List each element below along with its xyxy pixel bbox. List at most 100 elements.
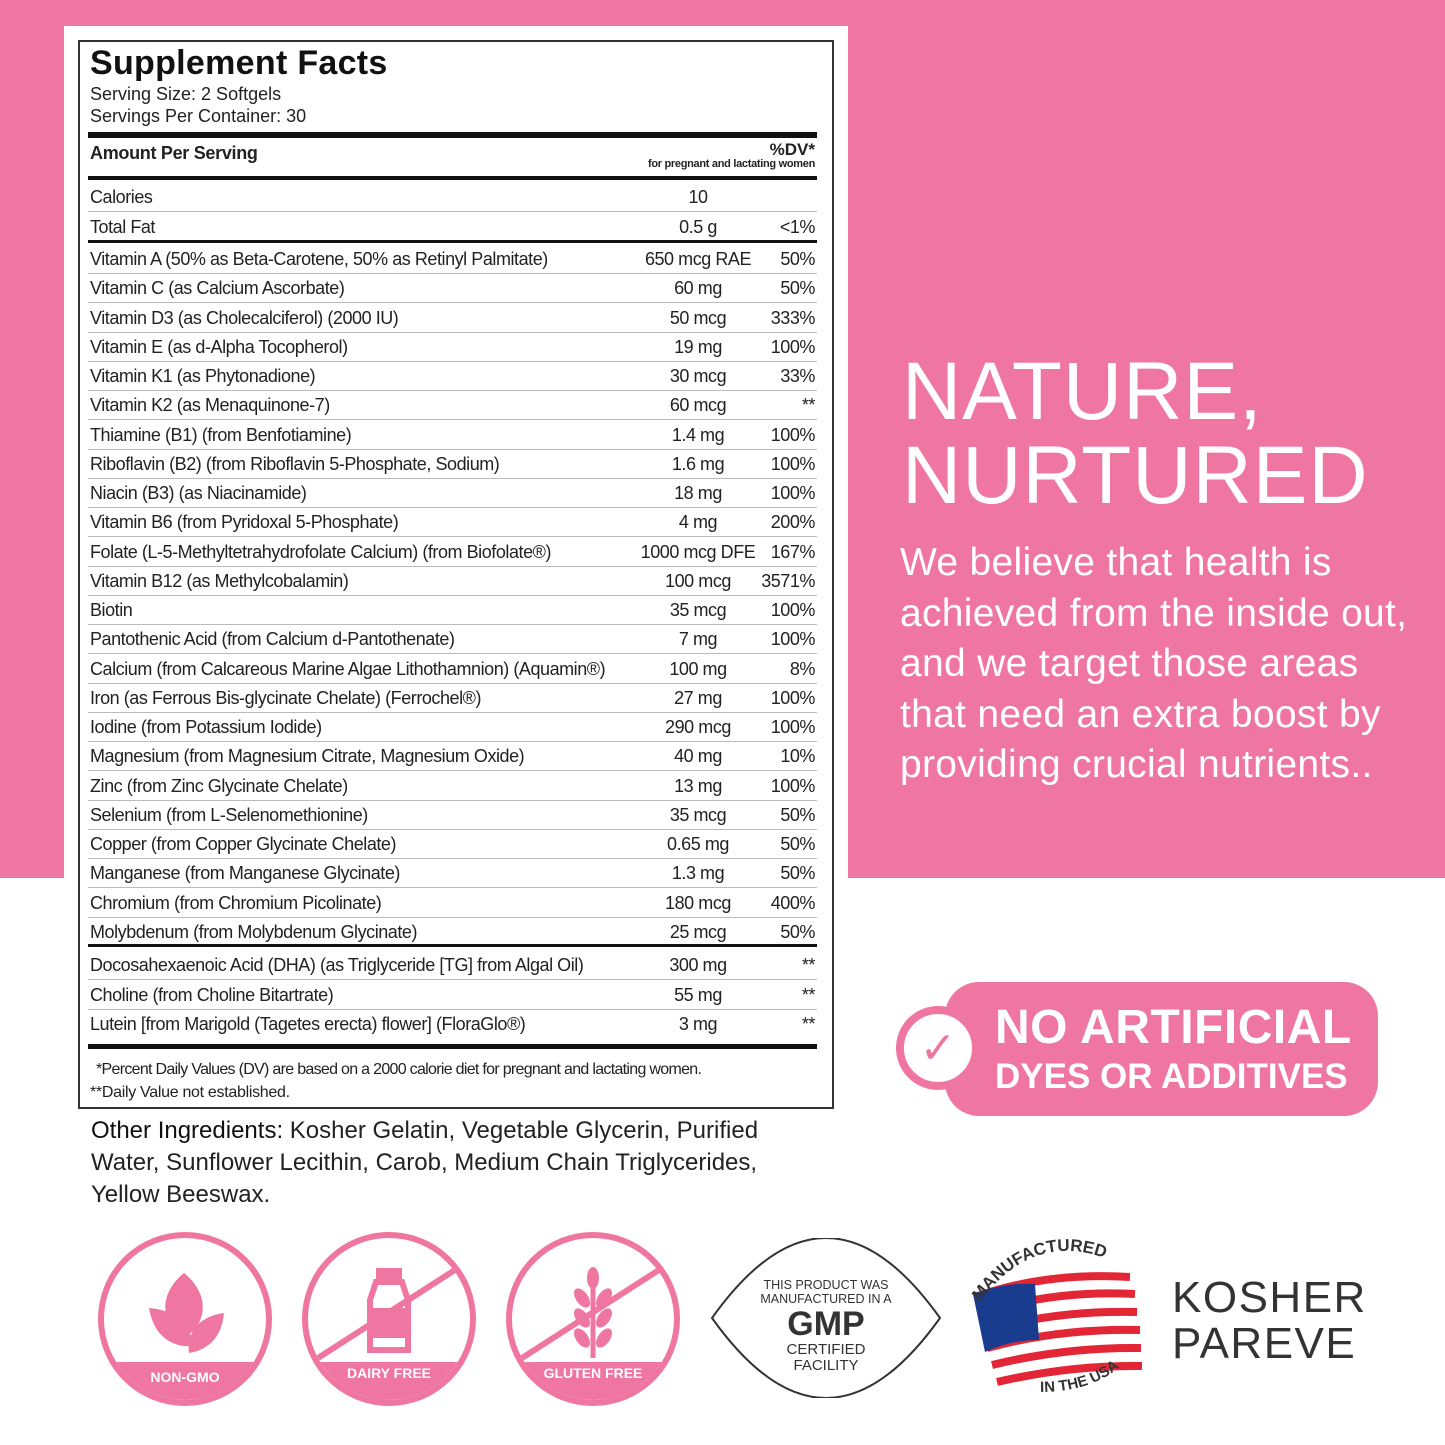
nutrient-row: Calories 10 bbox=[88, 183, 817, 212]
divider bbox=[88, 1044, 817, 1049]
label-card bbox=[64, 26, 848, 1226]
nutrient-dv: 100% bbox=[770, 629, 816, 650]
nutrient-dv: 100% bbox=[770, 336, 816, 357]
divider bbox=[88, 1009, 817, 1010]
nutrient-name: Vitamin C (as Calcium Ascorbate) bbox=[90, 278, 345, 299]
nutrient-row: Choline (from Choline Bitartrate) 55 mg ** bbox=[88, 981, 817, 1010]
nutrient-row: Vitamin K1 (as Phytonadione) 30 mcg 33% bbox=[88, 362, 817, 391]
nutrient-amount: 18 mg bbox=[674, 483, 722, 504]
divider bbox=[88, 770, 817, 771]
non-gmo-seal: NON-GMO bbox=[98, 1232, 272, 1406]
nutrient-name: Calcium (from Calcareous Marine Algae Li… bbox=[90, 658, 606, 679]
divider bbox=[88, 478, 817, 479]
divider bbox=[88, 944, 817, 947]
nutrient-name: Vitamin D3 (as Cholecalciferol) (2000 IU… bbox=[90, 307, 399, 328]
wheat-icon bbox=[520, 1265, 664, 1361]
divider bbox=[88, 449, 817, 450]
headline: NATURE, NURTURED bbox=[902, 350, 1369, 518]
nutrient-dv: 100% bbox=[770, 687, 816, 708]
nutrient-amount: 7 mg bbox=[678, 629, 718, 650]
divider bbox=[88, 536, 817, 537]
nutrient-row: Lutein [from Marigold (Tagetes erecta) f… bbox=[88, 1010, 817, 1039]
nutrient-name: Biotin bbox=[90, 600, 133, 621]
dv-subheader: for pregnant and lactating women bbox=[647, 158, 815, 170]
other-ingredients-label: Other Ingredients: bbox=[91, 1117, 284, 1144]
nutrient-name: Selenium (from L-Selenomethionine) bbox=[90, 804, 368, 825]
divider bbox=[88, 887, 817, 888]
nutrient-amount: 300 mg bbox=[669, 955, 727, 975]
nutrient-amount: 30 mcg bbox=[669, 366, 727, 387]
amount-header: Amount Per Serving bbox=[90, 143, 258, 163]
nutrient-dv: 50% bbox=[780, 834, 815, 855]
nutrient-row: Zinc (from Zinc Glycinate Chelate) 13 mg 1… bbox=[88, 772, 817, 801]
divider bbox=[88, 683, 817, 684]
nutrient-row: Copper (from Copper Glycinate Chelate) 0.… bbox=[88, 830, 817, 859]
nutrient-amount: 55 mg bbox=[674, 984, 722, 1005]
serving-size: Serving Size: 2 Softgels bbox=[90, 84, 282, 104]
nutrient-dv: ** bbox=[801, 1014, 816, 1034]
nutrient-dv: 50% bbox=[780, 863, 815, 884]
nutrient-amount: 19 mg bbox=[674, 336, 722, 357]
nutrient-name: Vitamin A (50% as Beta-Carotene, 50% as … bbox=[90, 249, 548, 269]
nutrient-amount: 0.65 mg bbox=[667, 834, 729, 855]
gmp-text: FACILITY bbox=[793, 1357, 859, 1374]
nutrient-name: Total Fat bbox=[90, 217, 155, 237]
divider bbox=[88, 390, 817, 391]
nutrient-amount: 35 mcg bbox=[669, 600, 727, 621]
headline-line: NATURE, bbox=[902, 346, 1263, 437]
nutrient-dv: 50% bbox=[780, 278, 815, 299]
nutrient-dv: ** bbox=[801, 955, 816, 975]
divider bbox=[88, 361, 817, 362]
gmp-text: CERTIFIED bbox=[786, 1341, 866, 1358]
nutrient-row: Folate (L-5-Methyltetrahydrofolate Calci… bbox=[88, 538, 817, 567]
divider bbox=[88, 800, 817, 801]
divider bbox=[88, 132, 817, 138]
nutrient-name: Copper (from Copper Glycinate Chelate) bbox=[90, 834, 397, 855]
nutrient-row: Iron (as Ferrous Bis-glycinate Chelate) … bbox=[88, 684, 817, 713]
nutrient-name: Thiamine (B1) (from Benfotiamine) bbox=[90, 424, 352, 445]
divider bbox=[88, 240, 817, 243]
nutrient-row: Vitamin B6 (from Pyridoxal 5-Phosphate) 4… bbox=[88, 508, 817, 537]
nutrient-dv: 33% bbox=[780, 366, 815, 387]
divider bbox=[88, 979, 817, 980]
nutrient-row: Vitamin C (as Calcium Ascorbate) 60 mg 50% bbox=[88, 274, 817, 303]
nutrient-dv: 400% bbox=[770, 892, 816, 913]
nutrient-dv: 50% bbox=[780, 921, 815, 942]
nutrient-row: Vitamin E (as d-Alpha Tocopherol) 19 mg 10… bbox=[88, 333, 817, 362]
supplement-facts-panel bbox=[78, 40, 834, 1109]
divider bbox=[88, 332, 817, 333]
nutrient-name: Iodine (from Potassium Iodide) bbox=[90, 717, 322, 738]
nutrient-amount: 25 mcg bbox=[669, 921, 727, 942]
servings-per-container: Servings Per Container: 30 bbox=[90, 106, 307, 126]
kosher-text: KOSHER bbox=[1172, 1273, 1367, 1322]
other-ingredients-text: Kosher Gelatin, Vegetable Glycerin, Puri… bbox=[91, 1117, 759, 1208]
nutrient-row: Vitamin D3 (as Cholecalciferol) (2000 IU… bbox=[88, 304, 817, 333]
divider bbox=[88, 858, 817, 859]
nutrient-amount: 0.5 g bbox=[679, 217, 717, 237]
nutrient-row: Vitamin B12 (as Methylcobalamin) 100 mcg 3… bbox=[88, 567, 817, 596]
nutrient-amount: 1.3 mg bbox=[671, 863, 725, 884]
nutrient-amount: 10 bbox=[688, 187, 708, 207]
check-icon: ✓ bbox=[896, 1006, 980, 1090]
nutrient-amount: 1.4 mg bbox=[671, 424, 725, 445]
gmp-certified-badge: THIS PRODUCT WAS MANUFACTURED IN A GMP C… bbox=[710, 1238, 942, 1398]
nutrient-dv: 100% bbox=[770, 775, 816, 796]
nutrient-name: Riboflavin (B2) (from Riboflavin 5-Phosp… bbox=[90, 453, 500, 474]
nutrient-amount: 50 mcg bbox=[669, 307, 727, 328]
no-artificial-badge bbox=[945, 982, 1378, 1116]
nutrient-name: Magnesium (from Magnesium Citrate, Magne… bbox=[90, 746, 525, 767]
divider bbox=[88, 302, 817, 303]
nutrient-row: Niacin (B3) (as Niacinamide) 18 mg 100% bbox=[88, 479, 817, 508]
nutrient-name: Manganese (from Manganese Glycinate) bbox=[90, 863, 400, 884]
nutrient-amount: 35 mcg bbox=[669, 804, 727, 825]
us-flag-icon: MANUFACTURED IN THE USA bbox=[968, 1236, 1143, 1396]
nutrient-name: Vitamin K1 (as Phytonadione) bbox=[90, 366, 316, 387]
svg-text:IN THE USA: IN THE USA bbox=[1040, 1357, 1122, 1396]
gluten-free-seal: GLUTEN FREE bbox=[506, 1232, 680, 1406]
headline-line: NURTURED bbox=[902, 430, 1369, 521]
nutrient-dv: 100% bbox=[770, 483, 816, 504]
nutrient-name: Folate (L-5-Methyltetrahydrofolate Calci… bbox=[90, 541, 551, 562]
divider bbox=[88, 566, 817, 567]
nutrient-row: Selenium (from L-Selenomethionine) 35 mcg… bbox=[88, 801, 817, 830]
nutrient-row: Chromium (from Chromium Picolinate) 180 m… bbox=[88, 889, 817, 918]
